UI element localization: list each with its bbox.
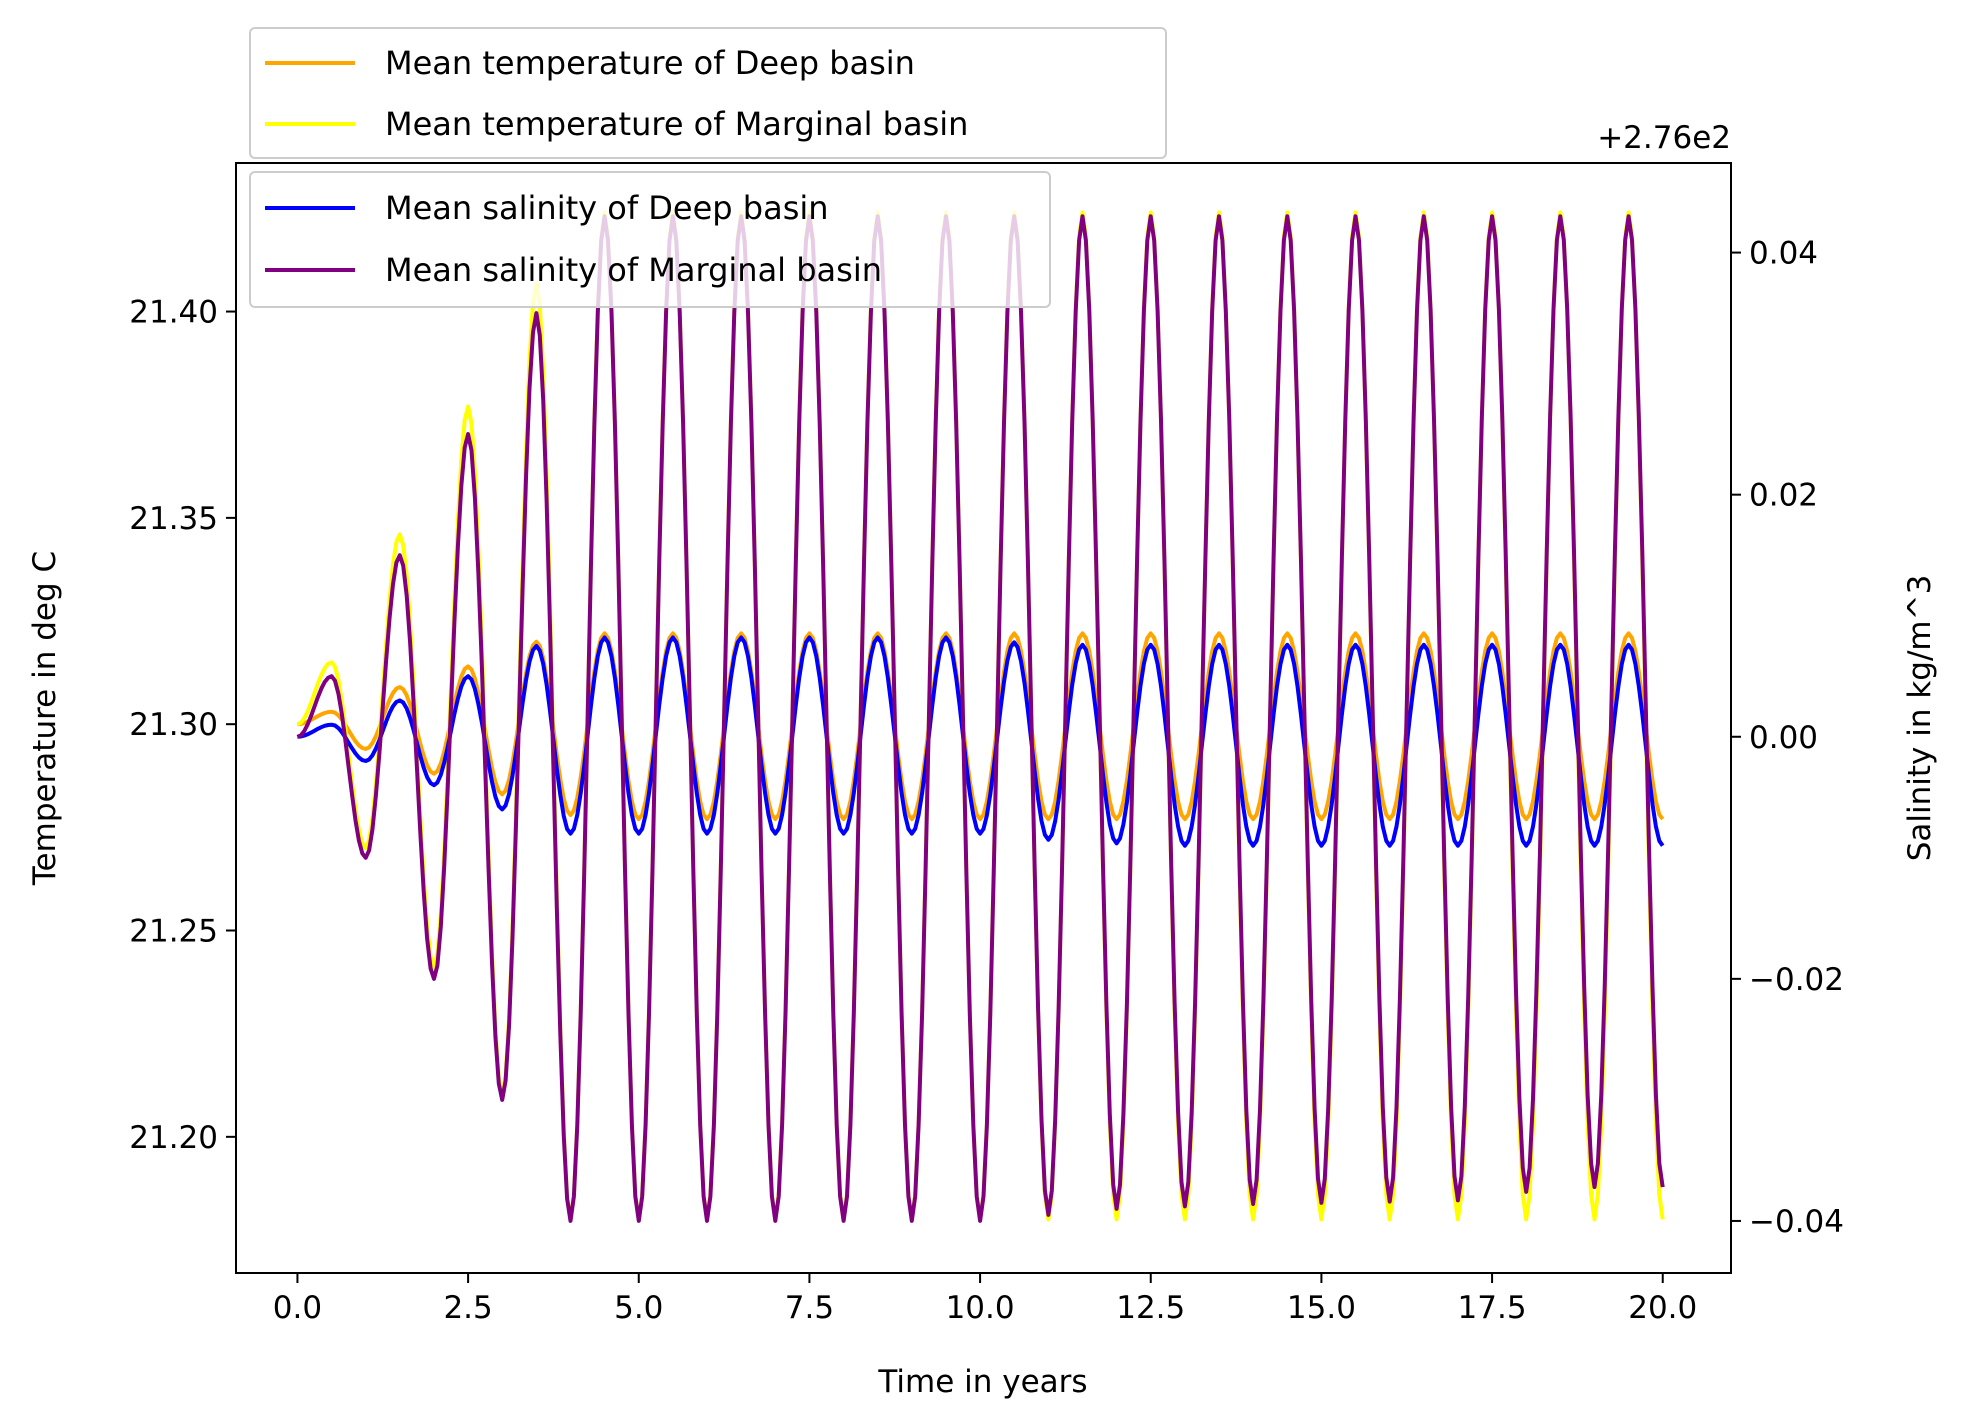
x-tick-label: 5.0	[614, 1290, 663, 1326]
legend-salinity: Mean salinity of Deep basin Mean salinit…	[249, 171, 1051, 308]
legend-label-sal-deep: Mean salinity of Deep basin	[385, 189, 829, 227]
x-tick-label: 12.5	[1116, 1290, 1185, 1326]
series-line-4	[296, 214, 1665, 1223]
series-line-3	[297, 635, 1665, 848]
y-left-tick-label: 21.30	[129, 707, 218, 743]
x-tick-label: 17.5	[1458, 1290, 1527, 1326]
y-axis-right-label: Salinity in kg/m^3	[1902, 575, 1938, 862]
legend-label-temp-deep: Mean temperature of Deep basin	[385, 44, 915, 82]
y-right-tick-label: 0.04	[1749, 236, 1818, 272]
legend-temperature: Mean temperature of Deep basin Mean temp…	[249, 27, 1167, 159]
x-tick-label: 7.5	[785, 1290, 834, 1326]
y-left-tick-label: 21.20	[129, 1120, 218, 1156]
y-right-tick-label: −0.02	[1749, 962, 1844, 998]
x-axis: 0.0 2.5 5.0 7.5 10.0 12.5 15.0 17.5 20.0	[273, 1273, 1697, 1326]
legend-label-sal-marginal: Mean salinity of Marginal basin	[385, 251, 882, 289]
y-axis-left: 21.20 21.25 21.30 21.35 21.40	[129, 295, 236, 1156]
legend-label-temp-marginal: Mean temperature of Marginal basin	[385, 105, 968, 143]
y-axis-right-offset-text: +2.76e2	[1597, 120, 1731, 156]
y-left-tick-label: 21.35	[129, 501, 218, 537]
plot-frame	[235, 162, 1732, 1274]
y-right-tick-label: 0.00	[1749, 720, 1818, 756]
x-tick-label: 0.0	[273, 1290, 322, 1326]
x-axis-label: Time in years	[877, 1364, 1087, 1400]
y-right-tick-label: 0.02	[1749, 478, 1818, 514]
x-tick-label: 10.0	[946, 1290, 1015, 1326]
y-axis-left-label: Temperature in deg C	[27, 551, 63, 886]
x-tick-label: 15.0	[1287, 1290, 1356, 1326]
series-layer	[296, 210, 1665, 1223]
y-right-tick-label: −0.04	[1749, 1204, 1844, 1240]
x-tick-label: 2.5	[443, 1290, 492, 1326]
y-left-tick-label: 21.40	[129, 295, 218, 331]
y-axis-right: −0.04 −0.02 0.00 0.02 0.04	[1731, 236, 1844, 1240]
legend-temperature-box	[249, 27, 1167, 159]
x-tick-label: 20.0	[1628, 1290, 1697, 1326]
y-left-tick-label: 21.25	[129, 914, 218, 950]
legend-salinity-box	[249, 171, 1051, 308]
